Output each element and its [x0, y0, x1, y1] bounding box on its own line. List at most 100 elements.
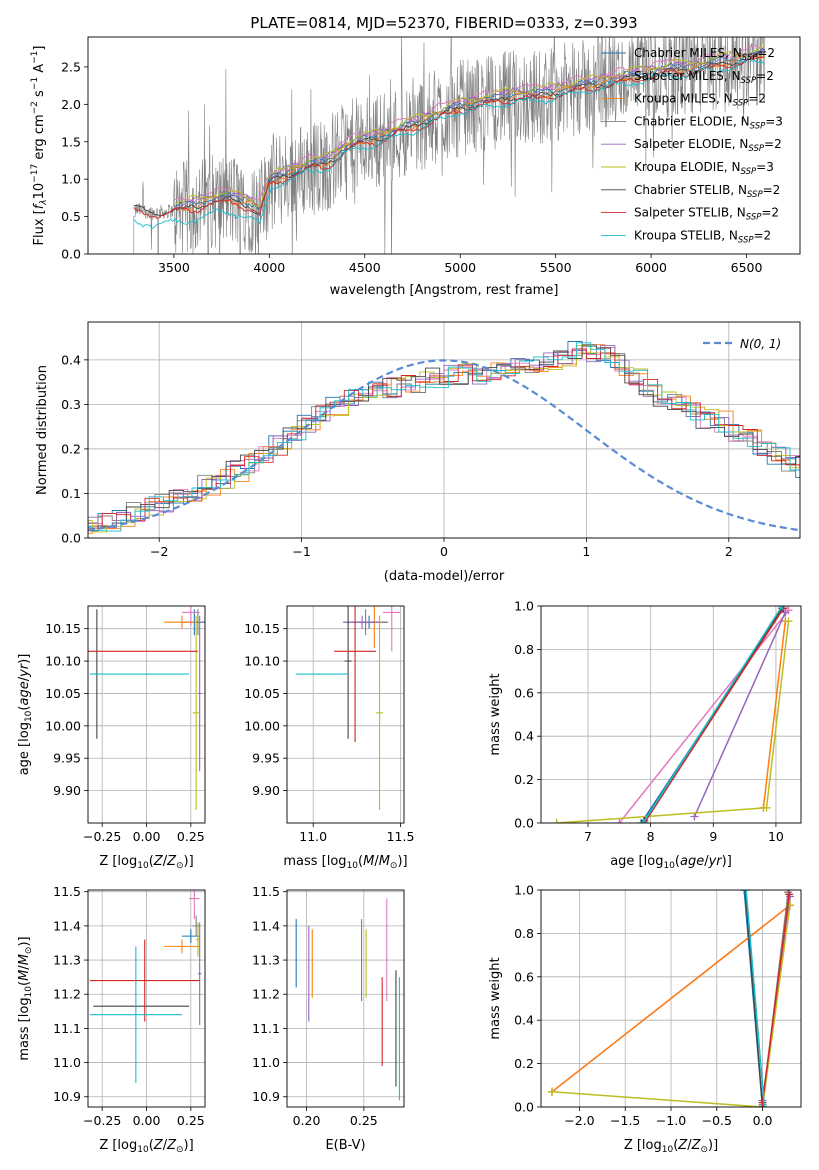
- x-tick-label: −1.0: [656, 1113, 686, 1128]
- legend-label: Chabrier MILES, NSSP=2: [634, 46, 775, 63]
- y-tick-label: 1.0: [514, 883, 534, 898]
- y-tick-label: 0.4: [514, 1013, 534, 1028]
- y-tick-label: 11.1: [53, 1021, 81, 1036]
- x-tick-label: 8: [647, 829, 655, 844]
- y-tick-label: 10.05: [244, 686, 280, 701]
- x-tick-label: 6000: [635, 260, 667, 275]
- y-tick-label: 11.3: [53, 953, 81, 968]
- weight-point-marker: [552, 819, 561, 823]
- y-tick-label: 10.9: [252, 1089, 280, 1104]
- x-tick-label: 11.5: [387, 829, 415, 844]
- weight-line: [762, 621, 787, 808]
- x-tick-label: 4500: [349, 260, 381, 275]
- chabrier_stelib-errorbar: [344, 606, 352, 739]
- weight-point-marker: [639, 819, 648, 823]
- y-tick-label: 0.3: [61, 397, 81, 412]
- x-tick-label: 0.00: [133, 829, 161, 844]
- age_vs_mass-plot-area: [295, 606, 401, 811]
- y-tick-label: 10.15: [244, 621, 280, 636]
- salpeter_miles-errorbar: [181, 606, 200, 626]
- chabrier_elodie-errorbar: [194, 609, 202, 636]
- axes-frame: [540, 605, 802, 824]
- weight-point-marker: [785, 890, 794, 899]
- kroupa_stelib-weight-series: [742, 890, 769, 1107]
- kroupa_elodie-errorbar: [196, 922, 200, 957]
- y-tick-label: 1.5: [61, 134, 81, 149]
- age_vs_mass-axes: 11.0 11.5 9.90 9.95 10.00 10.05 10.10 10.15: [244, 605, 415, 844]
- y-tick-label: 10.00: [45, 718, 81, 733]
- legend-label: Kroupa ELODIE, NSSP=3: [634, 160, 774, 177]
- x-tick-label: 0.25: [177, 829, 205, 844]
- x-tick-label: 0.0: [753, 1113, 773, 1128]
- y-axis-label: Normed distribution: [35, 365, 50, 495]
- x-axis-label: Z [log10(Z/Z⊙)]: [624, 1138, 718, 1155]
- salpeter_elodie-histogram: [88, 344, 800, 528]
- y-tick-label: 0.0: [61, 531, 81, 546]
- y-tick-label: 10.10: [244, 654, 280, 669]
- y-tick-label: 10.10: [45, 654, 81, 669]
- x-tick-label: 5000: [444, 260, 476, 275]
- y-tick-label: 1.0: [61, 172, 81, 187]
- x-axis-label: (data-model)/error: [384, 569, 505, 584]
- x-tick-label: 0.25: [177, 1113, 205, 1128]
- kroupa_elodie-histogram: [88, 344, 800, 533]
- y-tick-label: 0.0: [514, 816, 534, 831]
- weight-line: [618, 609, 790, 823]
- x-tick-label: −0.25: [83, 1113, 121, 1128]
- legend-label: Salpeter MILES, NSSP=2: [634, 69, 774, 86]
- y-tick-label: 11.3: [252, 953, 280, 968]
- weight-point-marker: [760, 1103, 769, 1107]
- weight-point-marker: [778, 606, 787, 610]
- y-tick-label: 9.90: [252, 783, 280, 798]
- salpeter_elodie-errorbar: [197, 615, 202, 772]
- y-tick-label: 11.5: [53, 884, 81, 899]
- y-tick-label: 0.4: [61, 352, 81, 367]
- legend-label: Chabrier STELIB, NSSP=2: [634, 183, 780, 200]
- x-tick-label: −1.5: [610, 1113, 640, 1128]
- x-axis-label: Z [log10(Z/Z⊙)]: [99, 854, 193, 871]
- spectrum-legend: Chabrier MILES, NSSP=2 Salpeter MILES, NS…: [601, 46, 783, 245]
- y-tick-label: 0.0: [514, 1100, 534, 1115]
- salpeter_stelib-weight-series: [758, 890, 794, 1107]
- x-tick-label: 0.20: [293, 1113, 321, 1128]
- kroupa_stelib-errorbar: [89, 946, 182, 1084]
- y-axis-label: mass weight: [488, 957, 503, 1039]
- x-tick-label: −0.5: [702, 1113, 732, 1128]
- residuals-axes: −2 −1 0 1 2 0.0 0.1 0.2 0.3 0.4: [61, 321, 801, 559]
- x-tick-label: −0.25: [83, 829, 121, 844]
- y-tick-label: 0.1: [61, 486, 81, 501]
- x-tick-label: 6500: [731, 260, 763, 275]
- kroupa_miles-errorbar: [164, 615, 200, 629]
- x-tick-label: 9: [709, 829, 717, 844]
- y-tick-label: 11.0: [252, 1055, 280, 1070]
- y-tick-label: 10.15: [45, 621, 81, 636]
- x-axis-label: age [log10(age/yr)]: [610, 854, 732, 871]
- salpeter_elodie-errorbar: [344, 615, 380, 629]
- mass_vs_ebv-plot-area: [295, 898, 400, 1101]
- spectrum-plot-area: [133, 37, 766, 254]
- chabrier_miles-errorbar: [181, 929, 200, 943]
- mass_vs_z-plot-area: [89, 890, 202, 1084]
- x-tick-label: 0: [440, 544, 448, 559]
- axes-frame: [286, 605, 405, 824]
- y-tick-label: 10.9: [53, 1089, 81, 1104]
- y-tick-label: 11.2: [53, 987, 81, 1002]
- y-tick-label: 0.8: [514, 926, 534, 941]
- x-tick-label: 10: [768, 829, 784, 844]
- salpeter_elodie-weight-series: [690, 608, 790, 821]
- x-axis-label: mass [log10(M/M⊙)]: [283, 854, 407, 871]
- weight-point-marker: [781, 608, 790, 617]
- weight-line: [745, 890, 766, 1107]
- y-axis-label: mass weight: [488, 673, 503, 755]
- salpeter_stelib-errorbar: [89, 939, 200, 1022]
- x-tick-label: 11.0: [299, 829, 327, 844]
- salpeter_stelib-errorbar: [334, 606, 377, 743]
- weight-line: [693, 612, 786, 817]
- x-tick-label: −1: [292, 544, 310, 559]
- axes-frame: [87, 321, 801, 539]
- x-tick-label: 7: [584, 829, 592, 844]
- weight-point-marker: [762, 803, 771, 812]
- y-tick-label: 1.0: [514, 599, 534, 614]
- kroupa_elodie-errorbar: [376, 615, 384, 811]
- y-tick-label: 0.2: [514, 772, 534, 787]
